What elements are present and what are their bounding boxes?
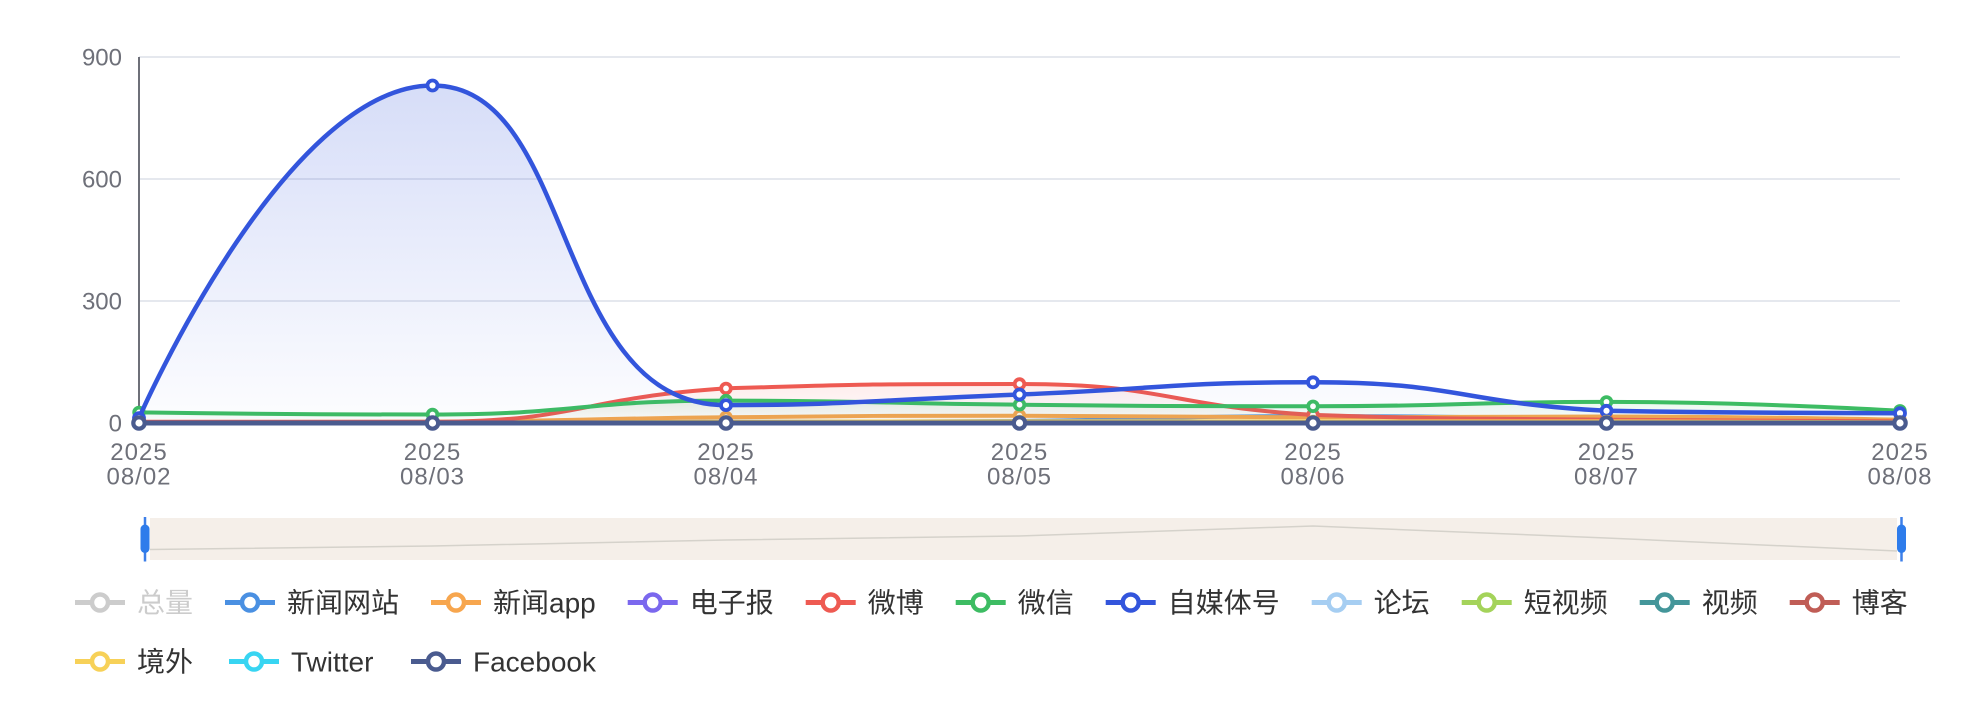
- svg-text:08/02: 08/02: [106, 464, 171, 491]
- svg-text:08/05: 08/05: [987, 464, 1052, 491]
- svg-text:app: app: [549, 588, 596, 619]
- svg-text:08/04: 08/04: [693, 464, 758, 491]
- svg-text:2025: 2025: [110, 439, 167, 466]
- svg-text:600: 600: [82, 167, 122, 194]
- svg-text:2025: 2025: [1578, 439, 1635, 466]
- svg-text:300: 300: [82, 289, 122, 316]
- svg-text:2025: 2025: [404, 439, 461, 466]
- svg-text:Twitter: Twitter: [291, 647, 373, 678]
- svg-text:2025: 2025: [697, 439, 754, 466]
- svg-text:08/03: 08/03: [400, 464, 465, 491]
- svg-text:2025: 2025: [1284, 439, 1341, 466]
- svg-text:900: 900: [82, 45, 122, 72]
- svg-text:0: 0: [109, 411, 122, 438]
- svg-text:08/06: 08/06: [1280, 464, 1345, 491]
- svg-text:2025: 2025: [991, 439, 1048, 466]
- svg-text:2025: 2025: [1871, 439, 1928, 466]
- svg-text:08/07: 08/07: [1574, 464, 1639, 491]
- svg-text:Facebook: Facebook: [473, 647, 597, 678]
- svg-text:08/08: 08/08: [1867, 464, 1932, 491]
